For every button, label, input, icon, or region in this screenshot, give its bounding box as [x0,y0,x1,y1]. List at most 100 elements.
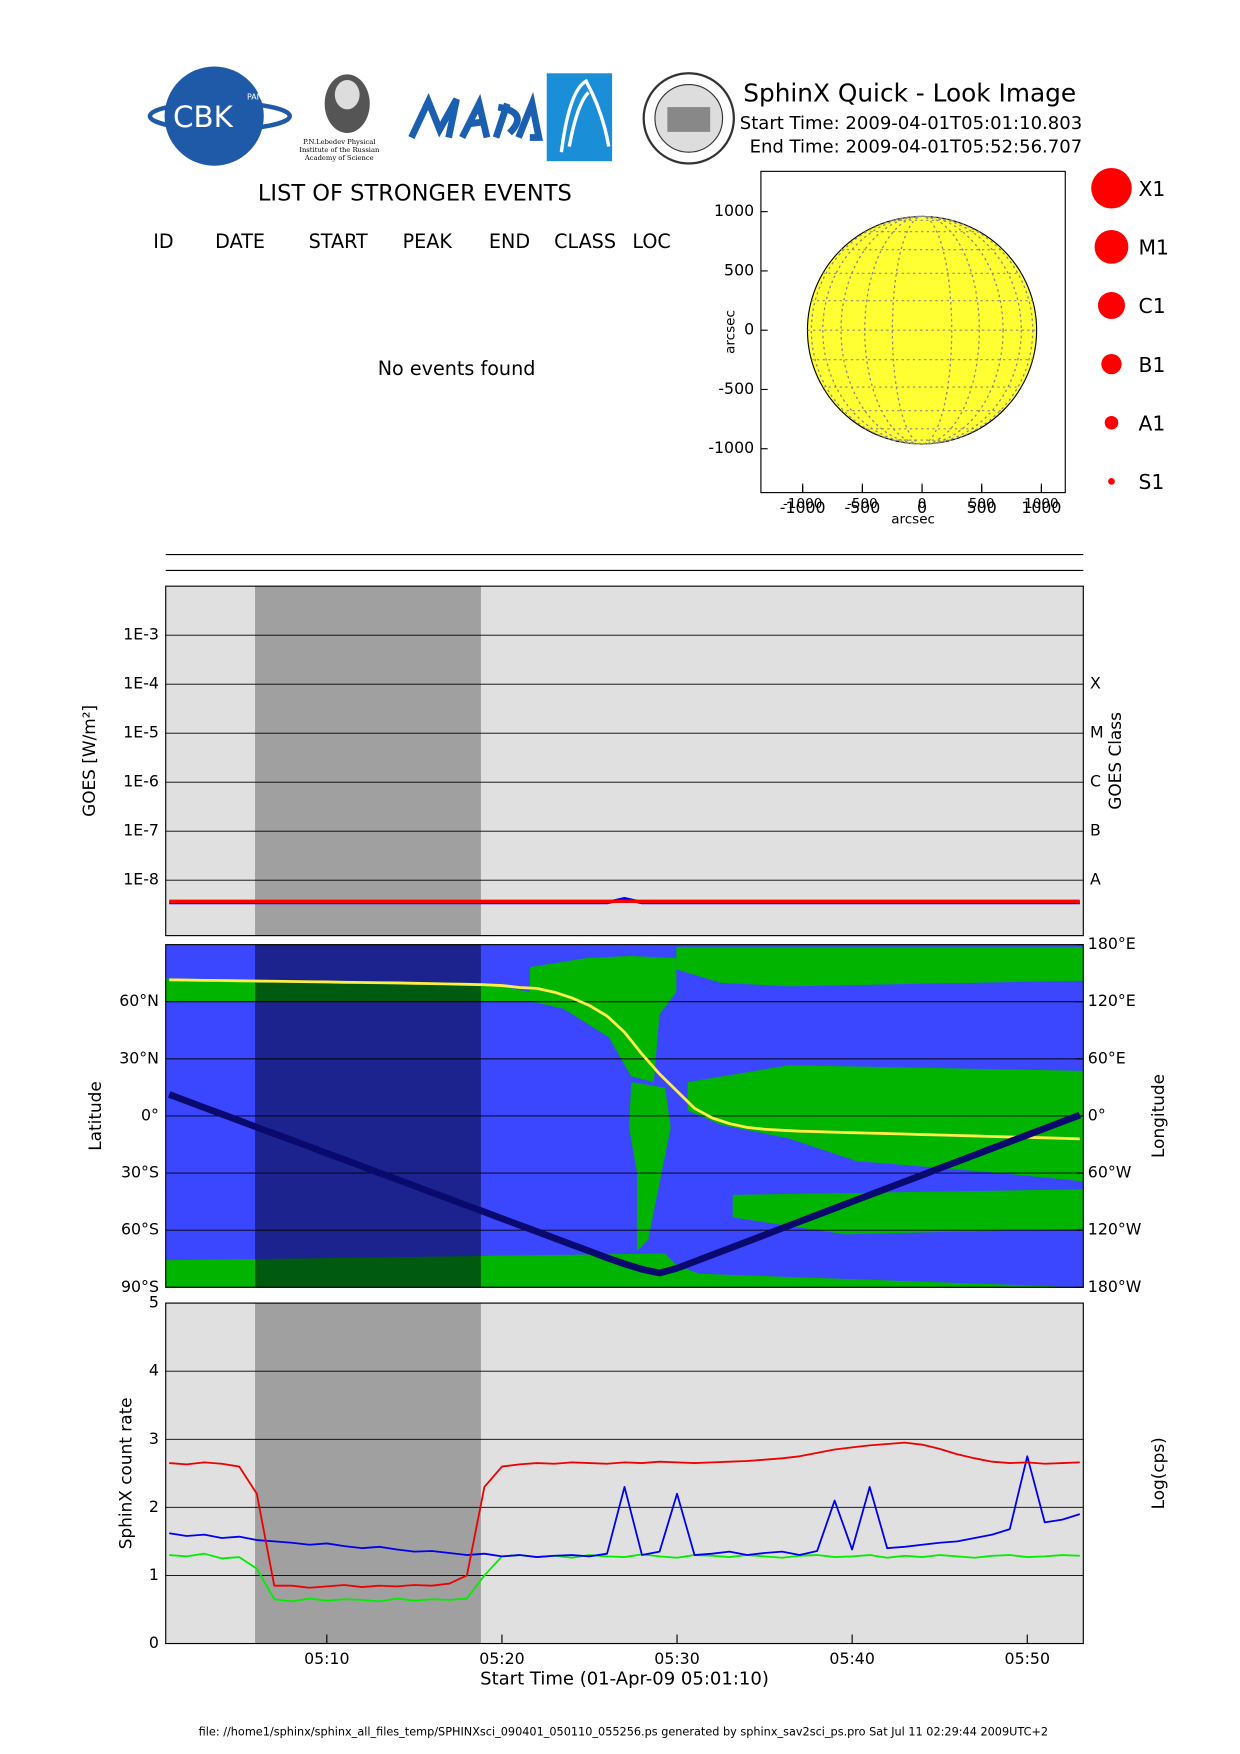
y-tick-label: 2 [149,1497,159,1516]
pan-text: PAN [247,92,263,101]
flare-class-label: B1 [1139,353,1166,377]
series-line [168,1091,1082,1277]
y2-axis-label: Log(cps) [1148,1437,1168,1509]
plot-frame [760,170,1066,494]
class-tick-label: A [1090,870,1101,889]
y-tick-label: 30°N [119,1048,159,1067]
x-axis-label: Start Time (01-Apr-09 05:01:10) [480,1669,769,1690]
x-tick-label: -500 [847,496,878,512]
plot-frame [165,585,1084,937]
x-tick-label: -1000 [783,496,822,512]
x-tick-label: 0 [918,496,927,512]
class-tick-label: M [1090,723,1104,742]
flare-class-label: M1 [1139,236,1169,260]
x-tick-label: 05:30 [654,1649,699,1668]
x-axis-label: arcsec [891,512,935,528]
disk-grid [864,215,980,445]
land [732,1189,1084,1235]
x-tick-label: 05:40 [829,1649,874,1668]
y-tick-label: 1E-5 [123,723,159,742]
y-tick-label: 1000 [714,201,754,220]
events-column: PEAK [403,230,453,253]
events-message: No events found [378,357,536,380]
x-tick-label: 500 [969,496,995,512]
y2-tick-label: 60°W [1088,1163,1132,1182]
y2-axis-label: GOES Class [1105,712,1125,810]
y-axis-label: Latitude [85,1081,105,1151]
y-tick-label: 0° [141,1105,159,1124]
institute-logo [546,73,613,162]
series-line [169,978,1080,1141]
flare-class-label: A1 [1139,411,1166,435]
y-tick-label: 0 [149,1633,159,1652]
series-line [169,1552,1080,1603]
flare-class-marker [1091,167,1132,209]
y-tick-label: 500 [724,260,754,279]
y-axis-label: GOES [W/m²] [79,705,99,817]
lebedev-caption: Institute of the Russian [299,146,380,154]
lebedev-logo: P.N.Lebedev Physical Institute of the Ru… [299,74,380,162]
disk-grid [810,215,1034,445]
flare-class-label: C1 [1139,294,1166,318]
land [629,1082,671,1252]
y-tick-label: 5 [149,1293,159,1312]
y-tick-label: 1E-7 [123,821,159,840]
mfdi-logo [408,91,543,141]
y2-tick-label: 60°E [1088,1048,1126,1067]
events-title: LIST OF STRONGER EVENTS [258,180,572,206]
flare-class-marker [1094,229,1129,264]
y-tick-label: 1 [149,1565,159,1584]
y-axis-label: SphinX count rate [115,1397,135,1549]
cbk-logo: CBK PAN [147,66,292,166]
class-tick-label: C [1090,772,1101,791]
y2-tick-label: 0° [1088,1105,1106,1124]
x-tick-label: -500 [844,498,880,517]
y-tick-label: 1E-6 [123,772,159,791]
y-tick-label: 1E-3 [123,625,159,644]
y2-tick-label: 180°W [1088,1277,1142,1296]
flare-class-marker [1108,477,1115,485]
y-axis-label: arcsec [722,310,738,354]
x-tick-label: 1000 [1021,498,1061,517]
cbk-text: CBK [173,100,234,134]
flare-class-label: X1 [1139,177,1166,201]
y-tick-label: 3 [149,1429,159,1448]
title: SphinX Quick - Look Image [743,79,1076,108]
plot-frame [165,1302,1084,1645]
events-column: START [309,230,368,253]
y-tick-label: 0 [744,320,754,339]
flare-class-marker [1097,291,1126,320]
footer: file: //home1/sphinx/sphinx_all_files_te… [199,1726,1048,1739]
y-tick-label: -1000 [708,438,754,457]
class-tick-label: B [1090,821,1101,840]
x-tick-label: 1000 [1024,496,1058,512]
disk-grid [822,215,1022,445]
y-tick-label: -500 [718,379,754,398]
flare-class-marker [1104,415,1119,430]
y-tick-label: 4 [149,1361,159,1380]
lebedev-caption: P.N.Lebedev Physical [303,138,375,146]
start-time: Start Time: 2009-04-01T05:01:10.803 [740,113,1082,134]
events-column: DATE [215,230,265,253]
end-time: End Time: 2009-04-01T05:52:56.707 [750,137,1083,158]
y-tick-label: 30°S [121,1163,159,1182]
flare-class-label: S1 [1139,470,1165,494]
flare-class-marker [1101,353,1122,375]
y-tick-label: 60°N [119,991,159,1010]
x-tick-label: -1000 [780,498,826,517]
eclipse-shade [255,1303,481,1644]
land [676,946,1084,987]
y2-axis-label: Longitude [1148,1074,1168,1158]
y2-tick-label: 120°W [1088,1220,1142,1239]
x-tick-label: 05:20 [479,1649,524,1668]
plot-frame [165,944,1084,1288]
university-seal [642,72,735,165]
series-line [169,1441,1080,1589]
x-tick-label: 05:10 [304,1649,349,1668]
lebedev-caption: Academy of Science [304,154,374,162]
y-tick-label: 90°S [121,1277,159,1296]
class-tick-label: X [1090,674,1101,693]
events-column: END [489,230,530,253]
